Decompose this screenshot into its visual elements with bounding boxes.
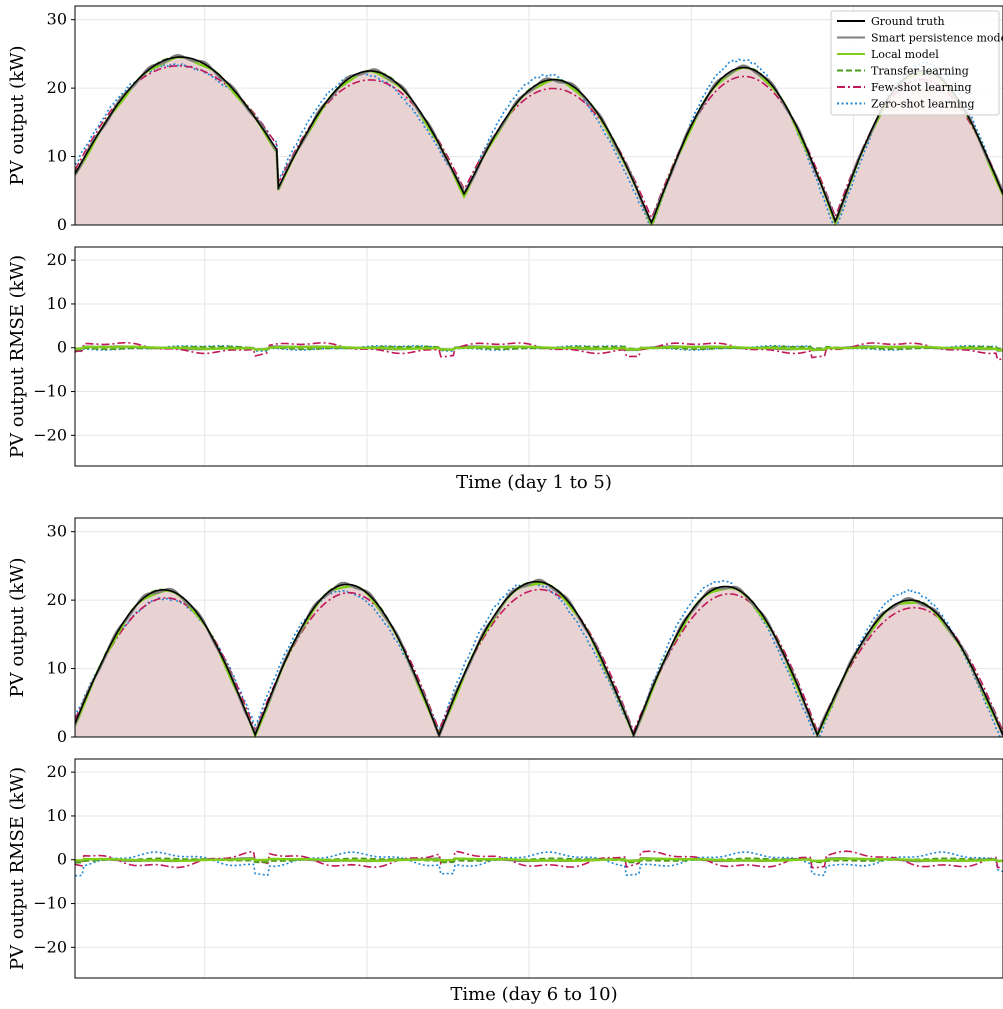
- y-axis-label: PV output RMSE (kW): [7, 767, 28, 970]
- plot-area: [75, 578, 1003, 737]
- y-tick-label: −10: [33, 894, 67, 913]
- series-zero-shot: [75, 579, 1003, 737]
- y-tick-label: 10: [47, 294, 67, 313]
- y-tick-label: 30: [47, 522, 67, 541]
- axes-frame: [74, 517, 1003, 738]
- y-tick-label: 0: [57, 727, 67, 746]
- y-axis-label: PV output RMSE (kW): [7, 255, 28, 458]
- rmse-series-few-shot: [75, 850, 1003, 869]
- plot-area: [75, 850, 1003, 877]
- series-ground-truth: [75, 580, 1003, 737]
- panel-rmse-days-1-5: −20 −10 0 10 20 PV output RMSE (kW) Time (day …: [7, 246, 1003, 493]
- y-tick-label: 10: [47, 659, 67, 678]
- y-tick-label: 0: [57, 850, 67, 869]
- legend-label: Few-shot learning: [871, 81, 972, 94]
- y-axis-label: PV output (kW): [7, 45, 28, 185]
- y-tick-label: −20: [33, 937, 67, 956]
- series-ground-truth: [75, 56, 1003, 225]
- plot-area: [75, 53, 1003, 225]
- legend-label: Local model: [871, 48, 939, 61]
- y-tick-label: 30: [47, 10, 67, 29]
- ground-truth-area: [75, 581, 1003, 737]
- legend: Ground truth Smart persistence model Local…: [830, 10, 1003, 116]
- y-tick-label: 10: [47, 147, 67, 166]
- y-tick-label: 0: [57, 338, 67, 357]
- x-axis-label: Time (day 6 to 10): [450, 984, 617, 1005]
- ground-truth-area: [75, 57, 1003, 225]
- y-tick-label: 20: [47, 78, 67, 97]
- axes-frame: [74, 5, 1003, 226]
- panel-output-days-1-5: 0 10 20 30 PV output (kW) Ground truth Smart p…: [7, 5, 1003, 234]
- legend-label: Transfer learning: [871, 65, 969, 78]
- legend-box: [830, 10, 1000, 116]
- plot-area: [75, 341, 1003, 361]
- y-tick-label: 0: [57, 215, 67, 234]
- y-tick-label: −10: [33, 382, 67, 401]
- rmse-series-local: [75, 345, 1003, 352]
- y-tick-label: 20: [47, 590, 67, 609]
- y-axis-label: PV output (kW): [7, 557, 28, 697]
- legend-label: Zero-shot learning: [871, 98, 975, 111]
- rmse-series-few-shot: [75, 341, 1003, 361]
- panel-output-days-6-10: 0 10 20 30 PV output (kW): [7, 517, 1003, 746]
- y-tick-label: 20: [47, 762, 67, 781]
- x-axis-label: Time (day 1 to 5): [456, 472, 612, 493]
- panel-rmse-days-6-10: −20 −10 0 10 20 PV output RMSE (kW) Time (day …: [7, 758, 1003, 1005]
- legend-label: Ground truth: [871, 15, 945, 28]
- axes-frame: [74, 758, 1003, 979]
- y-tick-label: 10: [47, 806, 67, 825]
- legend-label: Smart persistence model: [871, 32, 1003, 45]
- y-tick-label: −20: [33, 425, 67, 444]
- rmse-series-local: [75, 857, 1003, 863]
- axes-frame: [74, 246, 1003, 467]
- y-tick-label: 20: [47, 250, 67, 269]
